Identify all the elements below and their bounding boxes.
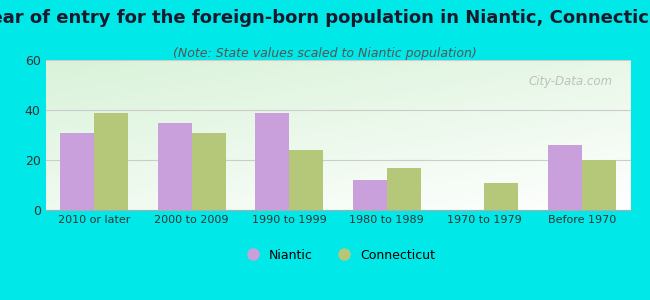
Bar [60, 133, 94, 210]
Bar [94, 112, 129, 210]
Text: (Note: State values scaled to Niantic population): (Note: State values scaled to Niantic po… [173, 46, 477, 59]
Bar [289, 150, 324, 210]
Legend: Niantic, Connecticut: Niantic, Connecticut [235, 244, 441, 267]
Bar [255, 112, 289, 210]
Bar [157, 122, 192, 210]
Bar [484, 182, 519, 210]
Text: City-Data.com: City-Data.com [529, 75, 613, 88]
Bar [387, 167, 421, 210]
Bar [192, 133, 226, 210]
Bar [547, 145, 582, 210]
Bar [353, 180, 387, 210]
Bar [582, 160, 616, 210]
Text: Year of entry for the foreign-born population in Niantic, Connecticut: Year of entry for the foreign-born popul… [0, 9, 650, 27]
